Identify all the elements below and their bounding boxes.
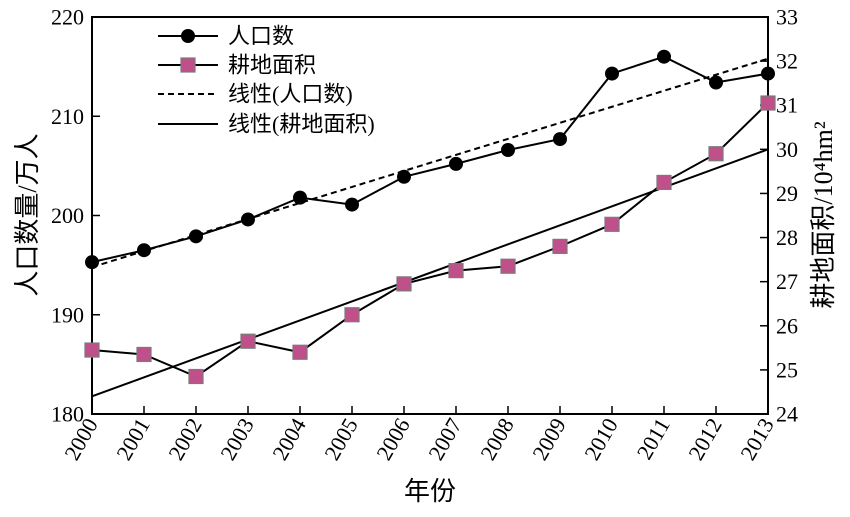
trend-layer — [91, 57, 769, 398]
y-right-tick-label: 30 — [776, 137, 798, 162]
y-right-tick-label: 25 — [776, 357, 798, 382]
point-cultivated-land — [292, 344, 308, 360]
trend-line-population — [91, 57, 769, 269]
y-left-tick-label: 220 — [51, 5, 84, 30]
x-tick-label: 2002 — [163, 414, 207, 465]
y-right-tick-label: 28 — [776, 225, 798, 250]
point-population — [449, 156, 463, 171]
point-population — [137, 243, 151, 258]
legend-label: 人口数 — [228, 24, 294, 49]
point-cultivated-land — [656, 174, 672, 191]
y-left-tick-label: 200 — [51, 203, 84, 228]
x-tick-label: 2012 — [683, 414, 727, 465]
point-cultivated-land — [240, 333, 256, 349]
y-left-axis-title: 人口数量/万人 — [13, 133, 42, 296]
point-cultivated-land — [448, 263, 464, 279]
x-tick-label: 2003 — [215, 414, 259, 465]
y-right-tick-label: 32 — [776, 49, 798, 74]
line-population — [91, 55, 769, 264]
y-left-tick-label: 210 — [51, 104, 84, 129]
x-tick-label: 2011 — [632, 414, 675, 464]
y-right-axis-title: 耕地面积/10⁴hm² — [809, 121, 838, 309]
point-population — [85, 255, 99, 270]
legend-marker-population — [181, 29, 195, 43]
y-left-tick-label: 190 — [51, 302, 84, 327]
point-cultivated-land — [500, 258, 516, 274]
point-cultivated-land — [396, 276, 412, 292]
point-population — [397, 169, 411, 184]
x-tick-label: 2013 — [735, 414, 779, 465]
x-tick-label: 2001 — [111, 414, 155, 465]
point-population — [553, 132, 567, 147]
point-population — [761, 66, 775, 81]
point-population — [657, 49, 671, 64]
x-tick-label: 2005 — [319, 414, 363, 465]
x-tick-label: 2008 — [475, 414, 519, 465]
point-cultivated-land — [344, 307, 360, 323]
point-cultivated-land — [552, 238, 568, 254]
point-cultivated-land — [188, 368, 204, 385]
point-cultivated-land — [760, 95, 776, 111]
x-tick-label: 2006 — [371, 414, 415, 465]
point-population — [709, 75, 723, 90]
x-tick-label: 2007 — [423, 414, 467, 465]
x-tick-label: 2009 — [527, 414, 571, 465]
point-cultivated-land — [708, 146, 724, 162]
legend-label: 线性(人口数) — [228, 82, 353, 107]
y-right-tick-label: 33 — [776, 5, 798, 30]
point-population — [189, 229, 203, 244]
y-right-tick-label: 26 — [776, 313, 798, 338]
legend-marker-cultivated-land — [180, 57, 196, 73]
legend-label: 线性(耕地面积) — [228, 112, 375, 137]
point-cultivated-land — [604, 216, 620, 232]
x-tick-label: 2004 — [267, 414, 311, 465]
x-axis-title: 年份 — [404, 477, 456, 506]
series-layer — [84, 49, 776, 385]
x-tick-label: 2010 — [579, 414, 623, 465]
y-right-tick-label: 31 — [776, 93, 798, 118]
point-population — [605, 66, 619, 81]
point-population — [501, 142, 515, 157]
point-population — [345, 197, 359, 212]
point-cultivated-land — [136, 346, 152, 363]
legend-label: 耕地面积 — [228, 53, 316, 78]
point-cultivated-land — [84, 342, 100, 358]
plot-frame — [91, 16, 769, 415]
line-cultivated-land — [91, 102, 769, 378]
y-right-tick-label: 24 — [776, 402, 798, 427]
y-right-tick-label: 27 — [776, 269, 798, 294]
point-population — [241, 212, 255, 227]
y-left-tick-label: 180 — [51, 402, 84, 427]
point-population — [293, 190, 307, 205]
y-right-tick-label: 29 — [776, 181, 798, 206]
